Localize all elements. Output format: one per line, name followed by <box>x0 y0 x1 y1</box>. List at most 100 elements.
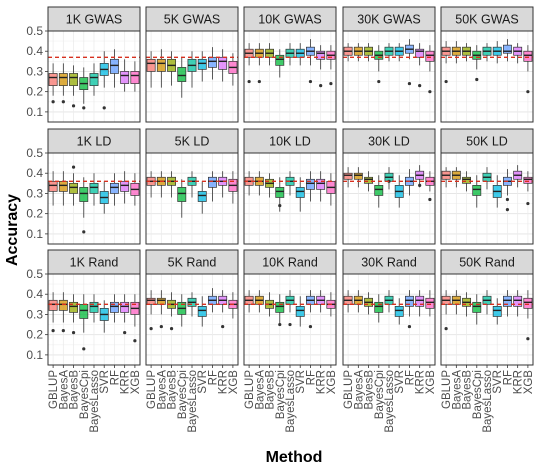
x-tick-label: BayesA <box>58 370 70 410</box>
box-iqr <box>523 176 533 184</box>
x-tick-label: BayesCpi <box>374 370 386 419</box>
box-krr <box>316 45 326 88</box>
outlier-point <box>288 322 292 327</box>
facet-panel: 10K LD <box>243 128 337 245</box>
outlier-point <box>71 165 76 169</box>
outlier-point <box>61 100 65 104</box>
box-gblup <box>441 41 451 84</box>
box-bayesb <box>364 292 373 315</box>
outlier-point <box>418 183 422 187</box>
box-krr <box>513 290 523 317</box>
box-rf <box>306 171 315 202</box>
box-svr <box>197 181 207 214</box>
outlier-point <box>133 339 137 343</box>
facet-strip <box>342 6 436 32</box>
box-xgb <box>326 45 336 86</box>
box-krr <box>415 43 425 88</box>
facet-panel: 1K Rand <box>47 249 141 366</box>
y-tick-label: 0.1 <box>26 348 43 362</box>
box-iqr <box>523 50 533 62</box>
box-iqr <box>120 71 130 84</box>
box-iqr <box>89 73 99 86</box>
box-iqr <box>425 50 435 62</box>
box-iqr <box>120 301 130 313</box>
box-iqr <box>306 178 315 190</box>
facet-strip <box>145 6 239 32</box>
x-tick-label: BayesA <box>254 370 266 410</box>
box-krr <box>415 165 425 188</box>
y-axis-layer: 0.1 0.2 0.3 0.4 0.5 0.1 0.2 0.3 0.4 0.5 0.1 0.2 0.3 0… <box>26 24 48 362</box>
facet-strip-label: 10K LD <box>269 135 311 149</box>
box-iqr <box>58 180 68 192</box>
box-bayescpi <box>177 294 187 327</box>
x-tick-label: BayesCpi <box>275 370 287 419</box>
x-tick-label: GBLUP <box>244 370 256 409</box>
box-bayesa <box>254 290 264 313</box>
facet-panel: 30K Rand <box>342 249 436 366</box>
box-krr <box>316 290 326 313</box>
box-iqr <box>218 56 228 70</box>
box-iqr <box>48 180 58 192</box>
box-bayesb <box>265 173 274 198</box>
panel-border <box>145 30 239 123</box>
facet-strip <box>243 249 337 275</box>
x-tick-label: RF <box>305 370 317 385</box>
facet-strip-label: 1K GWAS <box>66 13 123 27</box>
box-iqr <box>58 299 68 311</box>
y-tick-label: 0.4 <box>26 287 43 301</box>
panel-border <box>342 30 436 123</box>
box-svr <box>295 296 305 327</box>
facet-strip-label: 30K Rand <box>361 256 417 270</box>
panel-border <box>47 152 141 245</box>
box-rf <box>208 47 217 80</box>
box-rf <box>110 294 119 323</box>
facet-strip <box>47 6 141 32</box>
box-bayesb <box>462 43 471 62</box>
x-tick-label: XGB <box>326 370 338 395</box>
box-bayescpi <box>79 177 89 234</box>
x-tick-label: RF <box>109 370 121 385</box>
outlier-point <box>377 79 381 84</box>
outlier-point <box>428 197 432 202</box>
box-svr <box>197 51 207 82</box>
box-svr <box>394 175 404 208</box>
x-tick-label: BayesA <box>156 370 168 410</box>
box-xgb <box>130 294 140 343</box>
box-iqr <box>110 301 119 313</box>
box-iqr <box>425 297 435 309</box>
box-bayesa <box>451 167 461 188</box>
box-bayesa <box>156 49 166 88</box>
y-tick-label: 0.3 <box>26 307 43 321</box>
box-bayescpi <box>472 45 482 82</box>
box-iqr <box>394 306 404 317</box>
box-iqr <box>156 297 166 305</box>
x-tick-label: BayesLasso <box>384 370 396 433</box>
x-tick-label: BayesB <box>462 370 474 410</box>
box-xgb <box>425 290 435 317</box>
x-tick-label: BayesCpi <box>472 370 484 419</box>
box-iqr <box>69 301 78 313</box>
outlier-point <box>61 329 65 333</box>
box-krr <box>120 294 130 335</box>
box-bayescpi <box>79 294 89 351</box>
box-svr <box>492 298 502 325</box>
box-svr <box>492 175 502 208</box>
box-iqr <box>69 182 78 194</box>
box-gblup <box>146 290 156 331</box>
outlier-point <box>526 90 530 94</box>
outlier-point <box>82 347 86 351</box>
box-iqr <box>177 67 187 82</box>
outlier-point <box>221 324 225 329</box>
x-tick-label: RF <box>502 370 514 385</box>
x-tick-label: BayesA <box>353 370 365 410</box>
facet-panel: 10K GWAS <box>243 6 337 123</box>
facet-panel: 50K LD <box>440 128 534 245</box>
outlier-point <box>159 324 163 329</box>
panels-layer: 1K GWAS 5K GWAS 10K GWAS 30K GWAS 50K GWAS 1K… <box>47 6 534 366</box>
x-tick-label: BayesCpi <box>177 370 189 419</box>
box-bayeslasso <box>187 292 197 317</box>
outlier-point <box>102 106 106 110</box>
box-bayesb <box>69 65 78 108</box>
outlier-point <box>475 77 479 82</box>
